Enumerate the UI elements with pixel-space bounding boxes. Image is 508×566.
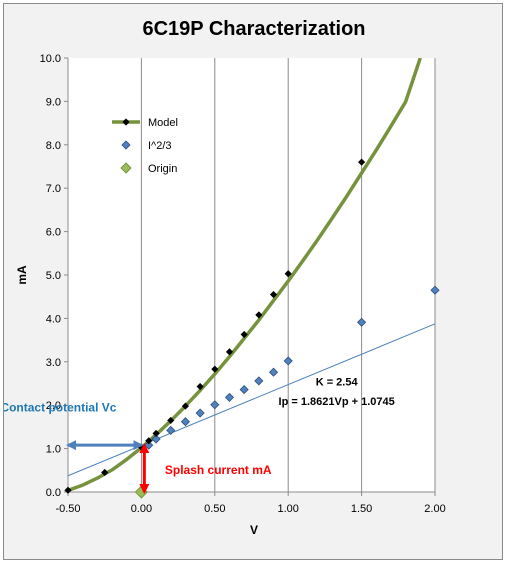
x-axis-label: V: [250, 523, 258, 537]
x-tick-label: 0.50: [204, 503, 225, 515]
x-tick-label: 1.50: [351, 503, 372, 515]
y-tick-label: 8.0: [46, 140, 61, 152]
chart-frame: 6C19P Characterization -0.50 0.00 0.50 1.00…: [0, 3, 503, 560]
i23-point: [239, 385, 249, 395]
plot-area: [68, 58, 435, 492]
legend-swatch-marker: [121, 140, 131, 150]
annotation-arrows: [66, 440, 150, 494]
annotations: K = 2.54 Ip = 1.8621Vp + 1.0745 Contact po…: [0, 377, 395, 477]
annotation-eq: Ip = 1.8621Vp + 1.0745: [279, 396, 395, 408]
i23-point: [430, 285, 440, 295]
model-point: [101, 468, 109, 477]
legend-entry-label: I^2/3: [148, 140, 172, 152]
x-tick-label: 0.00: [131, 503, 152, 515]
model-point: [269, 290, 278, 299]
i23-point: [180, 417, 191, 427]
model-point: [211, 365, 219, 373]
x-tick-label: 2.00: [424, 503, 445, 515]
model-curve: [68, 58, 422, 492]
y-tick-label: 3.0: [46, 357, 61, 369]
chart-title: 6C19P Characterization: [142, 18, 365, 40]
y-tick-label: 0.0: [46, 487, 61, 499]
i23-point: [210, 400, 220, 410]
model-point: [167, 416, 175, 424]
annotation-k: K = 2.54: [316, 377, 359, 389]
i23-point: [195, 408, 205, 418]
model-point: [358, 158, 366, 166]
i23-point: [151, 434, 161, 444]
model-point: [284, 270, 292, 278]
y-tick-label: 2.0: [46, 400, 61, 412]
i23-point: [357, 317, 367, 327]
i23-point: [268, 367, 279, 377]
model-point: [255, 311, 263, 319]
y-tick-label: 4.0: [46, 313, 61, 325]
y-tick-label: 10.0: [40, 53, 61, 65]
legend: Model I^2/3 Origin: [112, 117, 178, 175]
series: [64, 58, 440, 499]
model-point: [64, 486, 72, 494]
model-point: [240, 330, 248, 339]
model-point: [225, 348, 234, 356]
model-point: [152, 429, 160, 437]
i23-point: [166, 425, 176, 435]
model-point: [196, 382, 204, 391]
x-tick-label: -0.50: [55, 503, 80, 515]
axes: [64, 57, 436, 496]
i23-trendline: [67, 323, 436, 477]
legend-entry-label: Model: [148, 117, 178, 129]
y-tick-label: 5.0: [46, 270, 61, 282]
i23-point: [224, 392, 235, 402]
legend-entry-label: Origin: [148, 163, 177, 175]
y-tick-label: 1.0: [46, 444, 61, 456]
legend-swatch-marker: [122, 118, 130, 126]
legend-swatch-marker: [120, 162, 132, 174]
i23-point: [283, 356, 293, 366]
chart-svg: 6C19P Characterization -0.50 0.00 0.50 1.00…: [0, 18, 446, 537]
y-tick-label: 9.0: [46, 96, 61, 108]
y-tick-label: 6.0: [46, 227, 61, 239]
y-tick-label: 7.0: [46, 183, 61, 195]
x-tick-label: 1.00: [277, 503, 298, 515]
tick-labels: -0.50 0.00 0.50 1.00 1.50 2.00 0.0 1.0 2.0 3.0 4.0…: [40, 53, 446, 515]
model-point: [181, 402, 190, 410]
i23-point: [254, 376, 264, 386]
annotation-splash: Splash current mA: [165, 463, 272, 477]
y-axis-label: mA: [15, 265, 29, 285]
annotation-contact: Contact potential Vc: [4, 401, 117, 415]
